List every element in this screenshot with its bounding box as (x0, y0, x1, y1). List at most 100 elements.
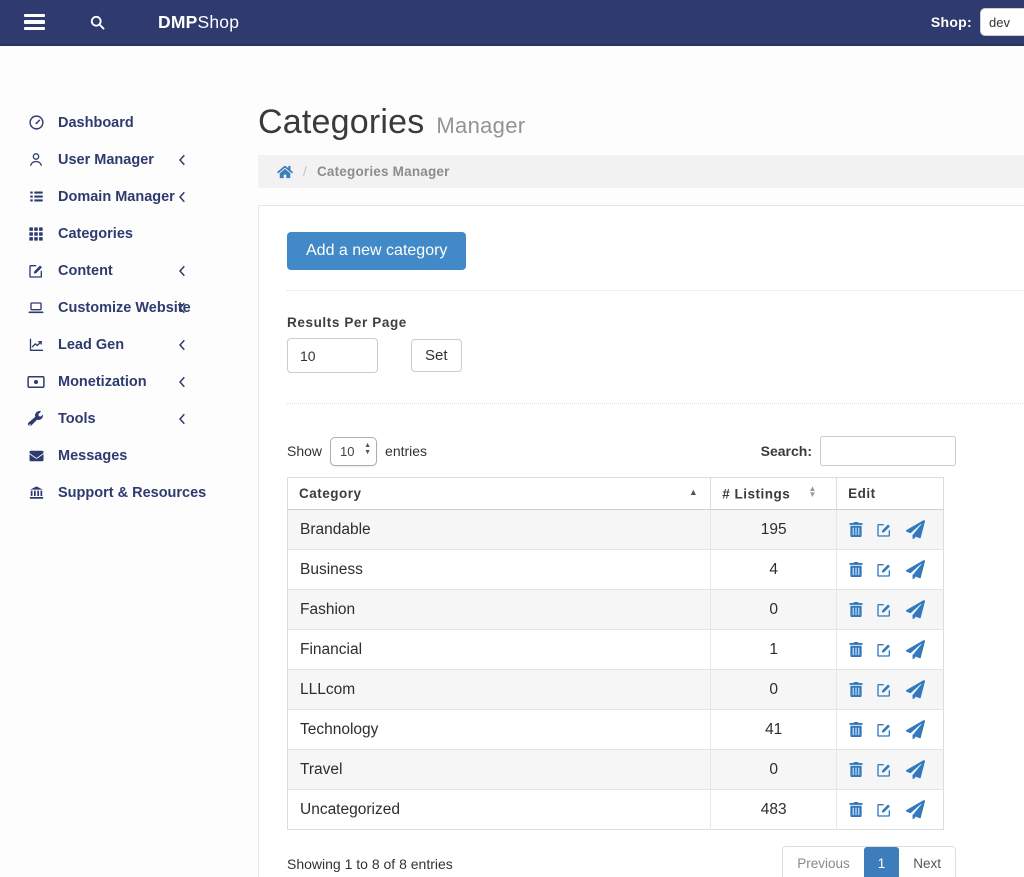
grid-icon (27, 225, 45, 243)
category-cell: Travel (287, 749, 712, 790)
sidebar-item-label: Monetization (58, 373, 147, 390)
entries-label: entries (385, 443, 428, 459)
listings-cell: 195 (710, 509, 838, 550)
delete-icon[interactable] (849, 522, 863, 538)
next-page-button[interactable]: Next (913, 856, 941, 872)
column-header-listings[interactable]: # Listings ▲ ▼ (710, 477, 838, 511)
delete-icon[interactable] (849, 562, 863, 578)
envelope-icon (27, 447, 45, 465)
listings-cell: 0 (710, 749, 838, 790)
add-category-button[interactable]: Add a new category (287, 232, 467, 270)
shop-selected-value: dev (989, 14, 1010, 30)
main-content: Categories Manager / Categories Manager … (258, 46, 1024, 877)
search-icon[interactable] (89, 14, 106, 31)
sidebar-item-label: Domain Manager (58, 188, 175, 205)
send-icon[interactable] (905, 640, 925, 660)
sidebar-item-label: Support & Resources (58, 484, 207, 501)
chevron-left-icon (178, 339, 186, 351)
chevron-left-icon (178, 265, 186, 277)
listings-cell: 41 (710, 709, 838, 750)
edit-icon[interactable] (876, 762, 892, 778)
send-icon[interactable] (905, 520, 925, 540)
sidebar-item-messages[interactable]: Messages (0, 437, 258, 474)
sidebar-item-lead-gen[interactable]: Lead Gen (0, 326, 258, 363)
set-button[interactable]: Set (411, 339, 462, 372)
sidebar-item-domain-manager[interactable]: Domain Manager (0, 178, 258, 215)
hamburger-menu-icon[interactable] (24, 11, 45, 34)
pagination: Previous 1 Next (782, 846, 956, 877)
sidebar-item-categories[interactable]: Categories (0, 215, 258, 252)
chart-line-icon (27, 336, 45, 354)
breadcrumb-current: Categories Manager (316, 164, 450, 179)
money-bill-icon (27, 373, 45, 391)
listings-cell: 0 (710, 589, 838, 630)
actions-cell (836, 709, 944, 750)
edit-icon[interactable] (876, 522, 892, 538)
send-icon[interactable] (905, 800, 925, 820)
current-page-button[interactable]: 1 (863, 847, 900, 877)
brand-logo[interactable]: DMPShop (158, 12, 239, 33)
delete-icon[interactable] (849, 802, 863, 818)
dashboard-icon (27, 114, 45, 132)
edit-icon[interactable] (876, 602, 892, 618)
shop-label: Shop: (930, 14, 972, 30)
table-row: Technology 41 (287, 709, 944, 750)
edit-icon[interactable] (876, 682, 892, 698)
results-per-page-input[interactable] (287, 338, 378, 373)
send-icon[interactable] (905, 600, 925, 620)
sort-asc-icon: ▲ (688, 487, 699, 497)
sidebar-item-label: Customize Website (58, 299, 191, 316)
table-row: LLLcom 0 (287, 669, 944, 710)
previous-page-button[interactable]: Previous (797, 856, 850, 872)
send-icon[interactable] (905, 680, 925, 700)
actions-cell (836, 789, 944, 830)
table-row: Uncategorized 483 (287, 789, 944, 830)
sidebar-item-content[interactable]: Content (0, 252, 258, 289)
chevron-left-icon (178, 154, 186, 166)
delete-icon[interactable] (849, 602, 863, 618)
categories-card: Add a new category Results Per Page Set … (258, 205, 1024, 877)
send-icon[interactable] (905, 760, 925, 780)
page-title: Categories (258, 103, 425, 141)
home-icon[interactable] (277, 165, 293, 179)
user-icon (27, 151, 45, 169)
category-cell: Brandable (287, 509, 712, 550)
page-length-select[interactable]: 10 ▲ ▼ (330, 436, 378, 466)
table-row: Business 4 (287, 549, 944, 590)
send-icon[interactable] (905, 560, 925, 580)
select-arrows-icon: ▲ ▼ (364, 441, 372, 457)
category-cell: Technology (287, 709, 712, 750)
sidebar-item-user-manager[interactable]: User Manager (0, 141, 258, 178)
delete-icon[interactable] (849, 722, 863, 738)
edit-icon[interactable] (876, 562, 892, 578)
delete-icon[interactable] (849, 762, 863, 778)
results-per-page-label: Results Per Page (287, 315, 407, 330)
edit-icon[interactable] (876, 802, 892, 818)
sidebar-item-customize-website[interactable]: Customize Website (0, 289, 258, 326)
category-cell: Fashion (287, 589, 712, 630)
divider (287, 290, 1024, 291)
delete-icon[interactable] (849, 682, 863, 698)
listings-cell: 4 (710, 549, 838, 590)
shop-selector[interactable]: dev (980, 8, 1024, 36)
list-icon (27, 188, 45, 206)
table-row: Travel 0 (287, 749, 944, 790)
delete-icon[interactable] (849, 642, 863, 658)
actions-cell (836, 549, 944, 590)
sidebar-item-support-resources[interactable]: Support & Resources (0, 474, 258, 511)
sidebar-item-tools[interactable]: Tools (0, 400, 258, 437)
send-icon[interactable] (905, 720, 925, 740)
edit-icon[interactable] (876, 642, 892, 658)
table-search-input[interactable] (820, 436, 956, 466)
sidebar-item-monetization[interactable]: Monetization (0, 363, 258, 400)
column-header-edit: Edit (836, 477, 944, 511)
actions-cell (836, 749, 944, 790)
sidebar-item-dashboard[interactable]: Dashboard (0, 104, 258, 141)
sidebar-item-label: User Manager (58, 151, 154, 168)
actions-cell (836, 509, 944, 550)
column-header-category[interactable]: Category ▲ (287, 477, 712, 511)
categories-table: Category ▲ # Listings ▲ ▼ Edit Brandable (287, 477, 944, 831)
edit-icon[interactable] (876, 722, 892, 738)
sidebar-item-label: Messages (58, 447, 128, 464)
page-subtitle: Manager (436, 113, 526, 138)
